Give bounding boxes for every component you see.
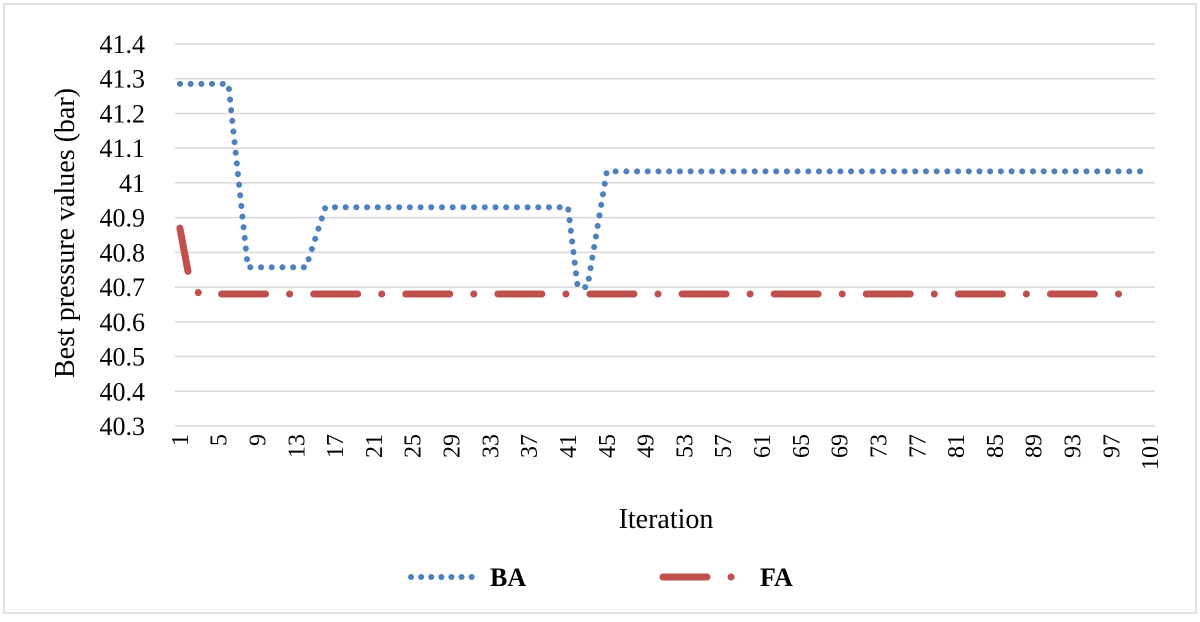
x-tick-label: 61 (750, 434, 776, 458)
series-lines (176, 80, 1144, 298)
x-tick-label: 49 (634, 434, 660, 458)
series-line-ba (176, 80, 1144, 291)
x-tick-label: 45 (595, 434, 621, 458)
chart-border (3, 3, 1197, 614)
gridlines (175, 43, 1155, 427)
x-axis-ticks: 1 5 9 13 17 21 25 29 33 37 41 45 49 53 57 61 65 69 73 77 81 8… (168, 434, 1164, 470)
x-tick-label: 89 (1022, 434, 1048, 458)
x-tick-label: 85 (983, 434, 1009, 458)
x-tick-label: 53 (672, 434, 698, 458)
y-tick-label: 40.7 (100, 273, 146, 302)
x-tick-label: 29 (440, 434, 466, 458)
x-tick-label: 65 (789, 434, 815, 458)
x-tick-label: 33 (478, 434, 504, 458)
x-tick-label: 17 (323, 434, 349, 458)
y-tick-label: 41.2 (100, 99, 146, 128)
x-tick-label: 73 (866, 434, 892, 458)
x-tick-label: 69 (828, 434, 854, 458)
y-axis-title: Best pressure values (bar) (50, 88, 81, 378)
y-tick-label: 40.4 (100, 377, 146, 406)
x-tick-label: 37 (517, 434, 543, 458)
x-tick-label: 21 (362, 434, 388, 458)
y-tick-label: 40.8 (100, 238, 146, 267)
x-axis-title: Iteration (619, 504, 714, 535)
x-tick-label: 13 (284, 434, 310, 458)
x-tick-label: 1 (168, 434, 194, 446)
y-axis-ticks: 40.3 40.4 40.5 40.6 40.7 40.8 40.9 41 41.1 41.2 41… (100, 30, 146, 441)
legend-label-fa: FA (760, 563, 793, 592)
x-tick-label: 97 (1099, 434, 1125, 458)
x-tick-label: 77 (905, 434, 931, 458)
y-tick-label: 41.4 (100, 30, 146, 59)
series-line-fa (176, 224, 1144, 298)
legend-label-ba: BA (490, 563, 526, 592)
y-tick-label: 40.6 (100, 308, 146, 337)
x-tick-label: 101 (1138, 434, 1164, 470)
x-tick-label: 5 (207, 434, 233, 446)
y-tick-label: 41.1 (100, 134, 146, 163)
x-tick-label: 81 (944, 434, 970, 458)
x-tick-label: 93 (1061, 434, 1087, 458)
x-tick-label: 41 (556, 434, 582, 458)
x-tick-label: 25 (401, 434, 427, 458)
x-tick-label: 57 (711, 434, 737, 458)
y-tick-label: 40.9 (100, 204, 146, 233)
x-tick-label: 9 (245, 434, 271, 446)
y-tick-label: 40.3 (100, 412, 146, 441)
legend: BA FA (408, 563, 793, 592)
y-tick-label: 41.3 (100, 65, 146, 94)
y-tick-label: 40.5 (100, 343, 146, 372)
y-tick-label: 41 (119, 169, 145, 198)
